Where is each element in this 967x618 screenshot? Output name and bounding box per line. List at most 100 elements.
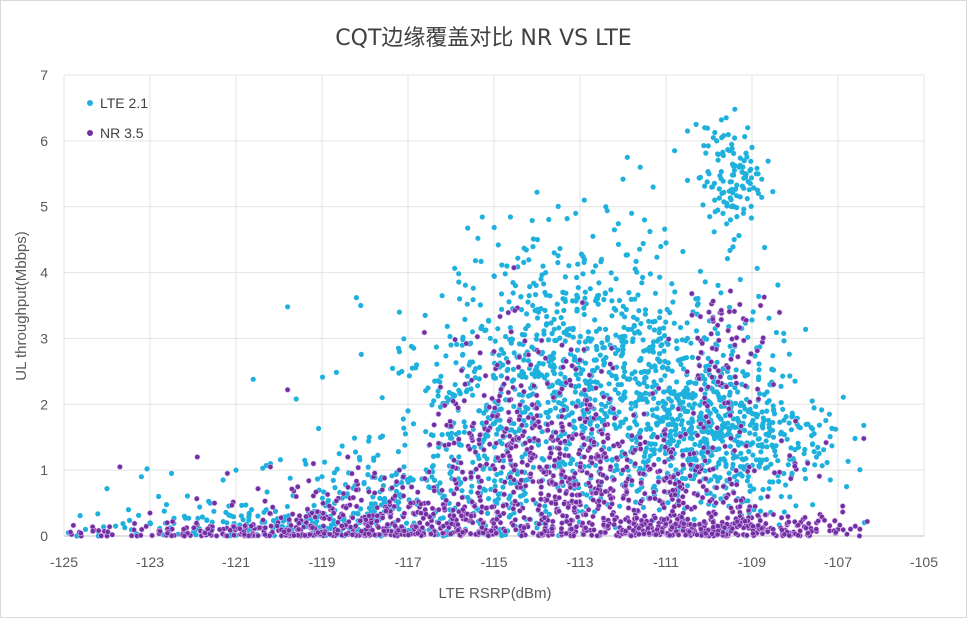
lte-point: [547, 293, 553, 299]
nr-point: [742, 382, 749, 389]
lte-point: [771, 411, 778, 417]
nr-point: [684, 516, 691, 523]
lte-point: [440, 515, 446, 521]
nr-point: [477, 462, 483, 469]
nr-point: [522, 440, 529, 446]
nr-point: [525, 351, 532, 358]
lte-point: [792, 447, 798, 453]
lte-point: [650, 339, 657, 345]
nr-point: [508, 328, 515, 335]
nr-point: [538, 337, 545, 344]
lte-point: [519, 331, 525, 338]
nr-point: [715, 337, 722, 344]
lte-point: [422, 312, 428, 318]
lte-point: [628, 400, 634, 406]
lte-point: [403, 520, 410, 526]
nr-point: [149, 532, 155, 539]
lte-point: [354, 510, 361, 516]
lte-point: [272, 508, 279, 514]
nr-point: [503, 425, 510, 432]
nr-point: [500, 502, 507, 509]
lte-point: [739, 169, 745, 175]
nr-point: [557, 450, 563, 457]
lte-point: [669, 421, 676, 427]
nr-point: [637, 441, 643, 448]
lte-point: [560, 321, 567, 327]
nr-point: [563, 490, 569, 497]
lte-point: [664, 306, 670, 313]
lte-point: [510, 377, 517, 383]
lte-point: [816, 422, 823, 428]
nr-point: [736, 301, 743, 308]
lte-point: [101, 524, 107, 530]
nr-point: [549, 525, 555, 532]
nr-point: [688, 290, 695, 297]
nr-point: [704, 403, 711, 409]
nr-point: [675, 532, 682, 538]
lte-point: [609, 457, 615, 463]
nr-point: [786, 452, 793, 459]
lte-point: [663, 401, 669, 407]
lte-point: [748, 215, 755, 221]
lte-point: [543, 439, 549, 445]
lte-point: [302, 457, 308, 463]
lte-point: [755, 436, 761, 442]
nr-point: [581, 441, 587, 448]
nr-point: [181, 533, 188, 539]
lte-point: [534, 315, 541, 321]
lte-point: [494, 431, 500, 437]
nr-point: [579, 299, 586, 306]
lte-point: [491, 375, 497, 381]
lte-point: [375, 452, 381, 458]
lte-point: [732, 106, 738, 112]
lte-point: [677, 324, 684, 331]
lte-point: [769, 442, 775, 448]
lte-point: [551, 371, 558, 377]
lte-point: [401, 464, 407, 470]
lte-point: [680, 399, 686, 405]
lte-point: [845, 458, 851, 464]
nr-point: [569, 435, 576, 442]
lte-point: [104, 486, 110, 492]
lte-point: [525, 299, 531, 305]
nr-point: [556, 494, 563, 501]
nr-point: [583, 397, 590, 404]
nr-point: [414, 489, 421, 496]
nr-point: [483, 461, 490, 467]
lte-point: [685, 408, 691, 414]
lte-point: [681, 426, 687, 432]
lte-point: [750, 452, 756, 458]
lte-point: [628, 406, 634, 412]
nr-point: [805, 520, 812, 527]
lte-point: [381, 497, 387, 503]
nr-point: [506, 397, 513, 404]
lte-point: [530, 464, 537, 470]
lte-point: [479, 214, 485, 220]
nr-point: [713, 499, 719, 506]
lte-point: [789, 414, 795, 420]
nr-point: [512, 526, 519, 533]
lte-point: [675, 416, 681, 422]
lte-point: [644, 399, 650, 405]
nr-point: [556, 487, 563, 494]
nr-point: [435, 411, 442, 417]
lte-point: [748, 175, 755, 181]
nr-point: [755, 396, 762, 402]
lte-point: [475, 235, 481, 241]
lte-point: [784, 436, 790, 442]
nr-point: [511, 307, 518, 314]
nr-point: [552, 429, 559, 436]
nr-point: [521, 524, 528, 531]
nr-point: [663, 474, 670, 481]
nr-point: [468, 513, 475, 519]
nr-point: [343, 531, 349, 538]
lte-point: [748, 203, 754, 209]
nr-point: [535, 437, 542, 444]
lte-point: [361, 481, 367, 487]
nr-point: [705, 419, 712, 426]
lte-point: [622, 314, 628, 320]
nr-point: [565, 504, 572, 511]
lte-point: [521, 357, 527, 363]
nr-point: [531, 382, 537, 389]
lte-point: [622, 361, 628, 367]
